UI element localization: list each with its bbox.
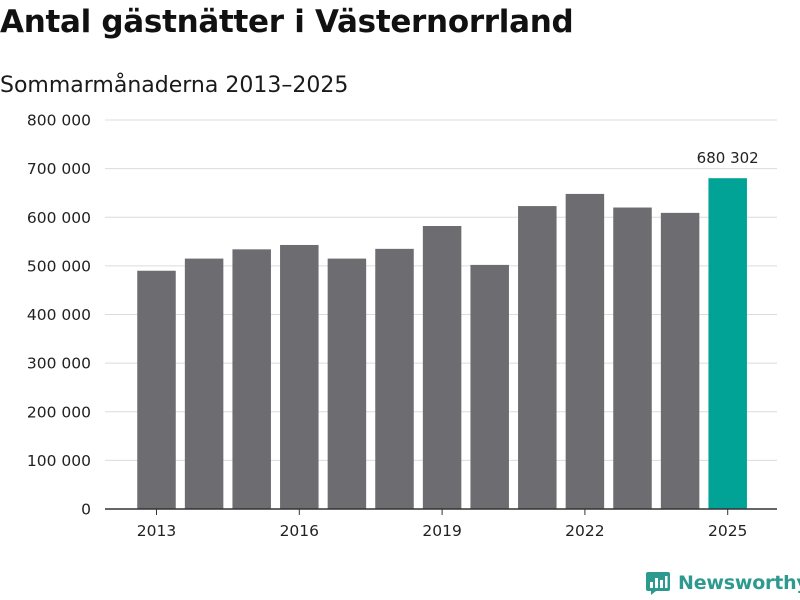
- y-tick-label: 100 000: [27, 452, 91, 470]
- data-labels: 680 302: [697, 149, 759, 167]
- y-tick-label: 0: [81, 501, 91, 519]
- chart-title: Antal gästnätter i Västernorrland: [0, 4, 574, 40]
- x-axis: [105, 508, 777, 515]
- x-tick-label: 2019: [422, 522, 461, 540]
- bar-2020: [470, 264, 509, 509]
- x-tick-label: 2016: [280, 522, 319, 540]
- x-axis-tick-labels: 2013 2016 2019 2022 2025: [137, 522, 748, 540]
- bar-2019: [422, 226, 462, 509]
- y-tick-label: 600 000: [27, 209, 91, 227]
- bar-2014: [184, 258, 224, 509]
- bar-2022: [565, 193, 605, 509]
- y-axis-tick-labels: 0 100 000 200 000 300 000 400 000 500 000 600 …: [27, 112, 91, 519]
- data-label: 680 302: [697, 149, 759, 167]
- bar-2016: [280, 244, 319, 509]
- bar-2025: [708, 178, 747, 509]
- x-tick-label: 2025: [708, 522, 747, 540]
- bar-2018: [375, 248, 414, 509]
- bar-2023: [613, 207, 652, 509]
- bar-chart: 0 100 000 200 000 300 000 400 000 500 000 600 …: [27, 112, 777, 540]
- brand-logo: Newsworthy: [645, 570, 800, 596]
- bar-2017: [327, 258, 367, 509]
- bar-2013: [137, 270, 176, 509]
- bar-2024: [660, 212, 700, 509]
- bar-2021: [518, 206, 557, 509]
- y-tick-label: 800 000: [27, 112, 91, 130]
- newsworthy-logo-icon: [646, 572, 670, 595]
- x-tick-label: 2013: [137, 522, 176, 540]
- y-tick-label: 300 000: [27, 355, 91, 373]
- x-tick-label: 2022: [565, 522, 604, 540]
- bar-2015: [232, 249, 271, 509]
- chart-subtitle: Sommarmånaderna 2013–2025: [0, 73, 349, 98]
- bars: [137, 178, 747, 509]
- y-tick-label: 700 000: [27, 160, 91, 178]
- y-tick-label: 500 000: [27, 257, 91, 275]
- y-tick-label: 400 000: [27, 306, 91, 324]
- brand-name: Newsworthy: [678, 572, 800, 594]
- y-tick-label: 200 000: [27, 403, 91, 421]
